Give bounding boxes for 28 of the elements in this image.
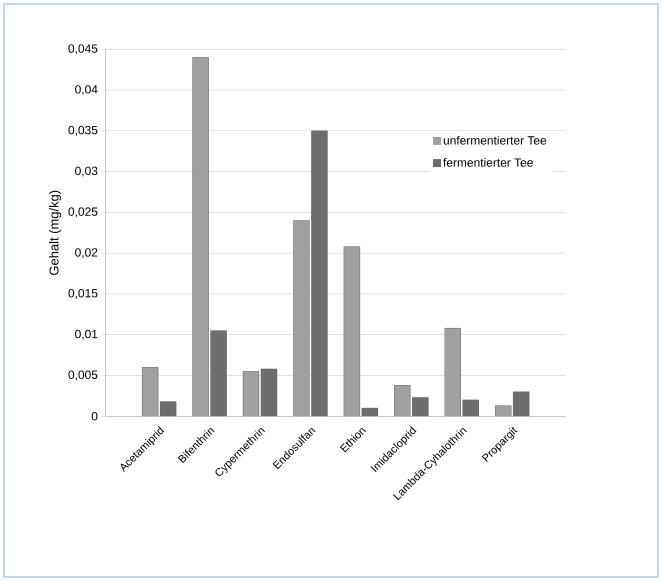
bar	[293, 220, 310, 416]
y-tick-label: 0,025	[68, 207, 98, 218]
legend-label: fermentierter Tee	[443, 158, 533, 167]
bar	[311, 130, 328, 416]
bar	[412, 397, 429, 416]
bar	[210, 330, 227, 416]
y-tick-label: 0,02	[75, 248, 98, 258]
y-tick-label: 0,005	[68, 370, 98, 380]
bar	[394, 385, 411, 416]
y-tick-label: 0,04	[75, 85, 98, 95]
y-tick-label: 0,045	[68, 44, 98, 54]
y-tick-label: 0,015	[68, 288, 98, 299]
y-tick-label: 0,03	[75, 166, 98, 177]
bar	[260, 368, 278, 416]
bar	[495, 405, 512, 416]
bar	[242, 371, 260, 416]
legend-label: unfermentierter Tee	[444, 136, 546, 145]
y-tick-label: 0	[92, 412, 98, 420]
bar	[344, 246, 360, 416]
bar	[444, 328, 461, 416]
bar	[142, 367, 158, 416]
bar	[192, 57, 209, 416]
y-tick-label: 0,01	[75, 330, 98, 340]
bar	[513, 392, 530, 416]
y-axis-title: Gehalt (mg/kg)	[49, 190, 62, 275]
y-tick-label: 0,035	[68, 126, 98, 136]
bar	[462, 400, 479, 416]
bar	[160, 401, 176, 416]
